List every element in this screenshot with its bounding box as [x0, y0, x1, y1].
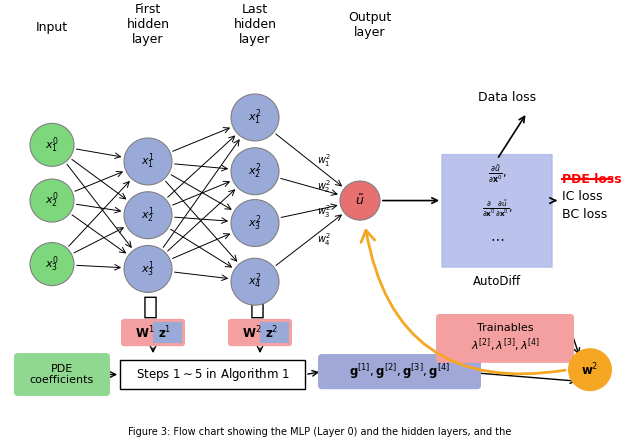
Text: $\frac{\partial \tilde{u}}{\partial \mathbf{x}^0},$: $\frac{\partial \tilde{u}}{\partial \mat…	[488, 164, 506, 185]
Text: $w_4^2$: $w_4^2$	[317, 232, 331, 248]
Text: $\mathbf{W}^1$: $\mathbf{W}^1$	[135, 324, 155, 341]
Circle shape	[568, 348, 612, 391]
FancyBboxPatch shape	[228, 319, 292, 346]
Text: $x_1^0$: $x_1^0$	[45, 135, 59, 155]
Text: $w_1^2$: $w_1^2$	[317, 152, 331, 169]
FancyBboxPatch shape	[260, 322, 289, 343]
Text: PDE
coefficients: PDE coefficients	[30, 364, 94, 385]
FancyBboxPatch shape	[442, 155, 552, 267]
Text: PDE loss: PDE loss	[562, 172, 621, 186]
Circle shape	[30, 123, 74, 166]
Circle shape	[124, 245, 172, 293]
FancyBboxPatch shape	[120, 360, 305, 389]
Text: $x_2^1$: $x_2^1$	[141, 206, 155, 225]
Text: Output
layer: Output layer	[348, 11, 392, 38]
Circle shape	[231, 94, 279, 141]
Text: $x_3^0$: $x_3^0$	[45, 254, 59, 274]
FancyBboxPatch shape	[121, 319, 185, 346]
Text: ⏟: ⏟	[141, 294, 156, 318]
Text: $\mathbf{w}^2$: $\mathbf{w}^2$	[581, 362, 598, 378]
Text: First
hidden
layer: First hidden layer	[127, 3, 170, 46]
FancyArrowPatch shape	[361, 230, 565, 374]
Text: Data loss: Data loss	[478, 91, 536, 104]
Text: ⏟: ⏟	[248, 294, 262, 318]
Text: $x_3^1$: $x_3^1$	[141, 259, 155, 279]
Text: AutoDiff: AutoDiff	[473, 275, 521, 288]
FancyBboxPatch shape	[153, 322, 182, 343]
Text: $\cdots$: $\cdots$	[490, 231, 504, 245]
Text: IC loss: IC loss	[562, 190, 602, 203]
Circle shape	[231, 148, 279, 194]
FancyBboxPatch shape	[318, 354, 481, 389]
Text: $\mathbf{W}^2$: $\mathbf{W}^2$	[242, 324, 262, 341]
Text: Figure 3: Flow chart showing the MLP (Layer 0) and the hidden layers, and the: Figure 3: Flow chart showing the MLP (La…	[128, 427, 512, 437]
Text: $x_1^2$: $x_1^2$	[248, 108, 262, 127]
Circle shape	[124, 138, 172, 185]
Text: $\mathbf{z}^2$: $\mathbf{z}^2$	[266, 324, 278, 341]
Circle shape	[231, 258, 279, 305]
FancyBboxPatch shape	[436, 314, 574, 363]
Text: $x_2^0$: $x_2^0$	[45, 191, 59, 210]
Text: $x_1^1$: $x_1^1$	[141, 152, 155, 171]
Text: $\tilde{u}$: $\tilde{u}$	[355, 193, 365, 208]
Text: $\mathbf{g}^{[1]},\mathbf{g}^{[2]},\mathbf{g}^{[3]},\mathbf{g}^{[4]}$: $\mathbf{g}^{[1]},\mathbf{g}^{[2]},\math…	[349, 362, 450, 381]
Text: $x_4^2$: $x_4^2$	[248, 272, 262, 291]
Text: BC loss: BC loss	[562, 208, 607, 221]
Text: $w_3^2$: $w_3^2$	[317, 203, 332, 220]
Circle shape	[30, 243, 74, 286]
Circle shape	[340, 181, 380, 220]
Text: $x_2^2$: $x_2^2$	[248, 161, 262, 181]
FancyBboxPatch shape	[14, 353, 110, 396]
Text: Input: Input	[36, 21, 68, 34]
Text: $\frac{\partial}{\partial \mathbf{x}^0}\frac{\partial \tilde{u}}{\partial \mathb: $\frac{\partial}{\partial \mathbf{x}^0}\…	[481, 198, 513, 219]
Circle shape	[124, 192, 172, 239]
Circle shape	[231, 200, 279, 247]
Text: Last
hidden
layer: Last hidden layer	[234, 3, 276, 46]
Text: Steps 1$\sim$5 in Algorithm 1: Steps 1$\sim$5 in Algorithm 1	[136, 366, 289, 383]
Circle shape	[30, 179, 74, 222]
Text: Trainables
$\lambda^{[2]},\lambda^{[3]},\lambda^{[4]}$: Trainables $\lambda^{[2]},\lambda^{[3]},…	[470, 323, 540, 354]
Text: $x_3^2$: $x_3^2$	[248, 213, 262, 233]
Text: $w_2^2$: $w_2^2$	[317, 178, 332, 195]
Text: $\mathbf{z}^1$: $\mathbf{z}^1$	[158, 324, 172, 341]
